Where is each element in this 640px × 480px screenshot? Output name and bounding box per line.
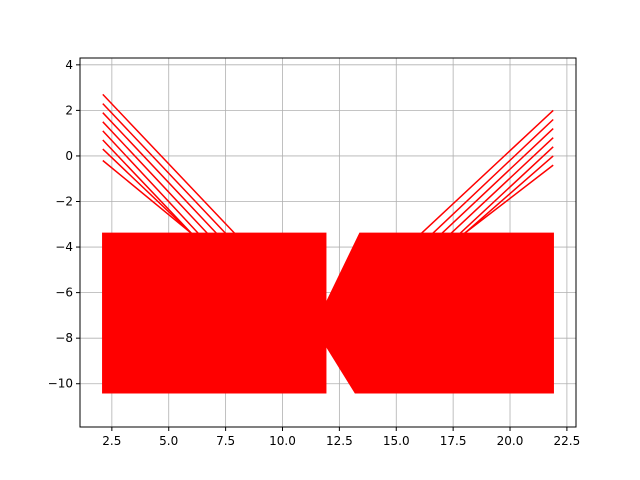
x-tick-label: 22.5 bbox=[554, 434, 581, 448]
x-tick-label: 12.5 bbox=[326, 434, 353, 448]
x-tick-label: 2.5 bbox=[102, 434, 121, 448]
series-line bbox=[102, 93, 236, 234]
series-left-block bbox=[102, 232, 327, 394]
axes-frame bbox=[79, 57, 577, 428]
series-line bbox=[102, 112, 218, 234]
y-tick-label: 2 bbox=[65, 103, 73, 117]
series-line bbox=[459, 146, 554, 234]
x-axis: 2.5 5.0 7.5 10.0 12.5 15.0 17.5 20.0 22.5 bbox=[102, 427, 580, 448]
series-line bbox=[432, 118, 554, 234]
y-tick-label: −6 bbox=[55, 286, 73, 300]
series-line bbox=[464, 164, 554, 234]
y-tick-label: −10 bbox=[48, 377, 73, 391]
series-line bbox=[102, 148, 193, 234]
x-tick-label: 15.0 bbox=[383, 434, 410, 448]
plot-area bbox=[102, 93, 554, 394]
y-axis: 4 2 0 −2 −4 −6 −8 −10 bbox=[48, 58, 80, 391]
x-tick-label: 10.0 bbox=[269, 434, 296, 448]
y-tick-label: −2 bbox=[55, 195, 73, 209]
series-line bbox=[102, 159, 192, 234]
series-group bbox=[102, 93, 554, 394]
x-tick-label: 17.5 bbox=[440, 434, 467, 448]
x-tick-label: 5.0 bbox=[159, 434, 178, 448]
series-line bbox=[464, 155, 554, 234]
y-tick-label: 4 bbox=[65, 58, 73, 72]
series-line bbox=[441, 128, 554, 234]
y-tick-label: −4 bbox=[55, 240, 73, 254]
series-line bbox=[102, 103, 227, 234]
x-tick-label: 7.5 bbox=[216, 434, 235, 448]
x-tick-label: 20.0 bbox=[497, 434, 524, 448]
series-line bbox=[102, 139, 193, 234]
series-line bbox=[420, 109, 554, 234]
series-line bbox=[102, 121, 208, 234]
series-line bbox=[450, 137, 554, 234]
series-line bbox=[102, 130, 199, 234]
y-tick-label: 0 bbox=[65, 149, 73, 163]
series-right-block bbox=[324, 232, 554, 394]
y-tick-label: −8 bbox=[55, 331, 73, 345]
